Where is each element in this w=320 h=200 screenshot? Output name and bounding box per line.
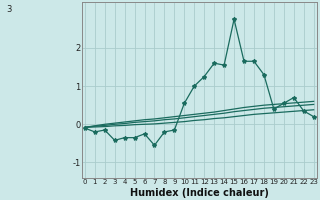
Text: 3: 3 (6, 5, 12, 14)
X-axis label: Humidex (Indice chaleur): Humidex (Indice chaleur) (130, 188, 269, 198)
